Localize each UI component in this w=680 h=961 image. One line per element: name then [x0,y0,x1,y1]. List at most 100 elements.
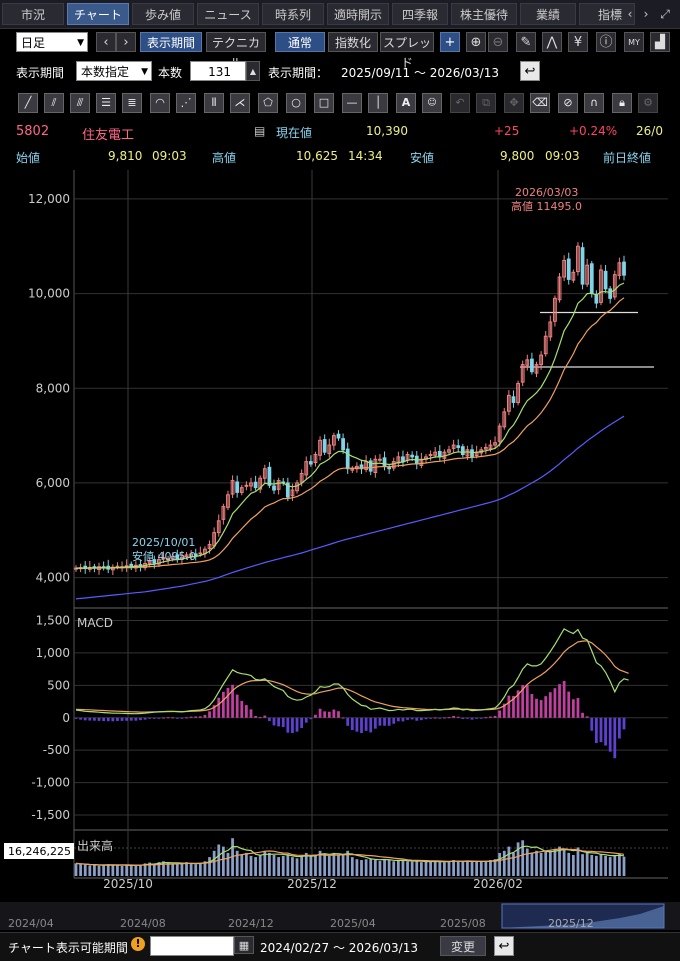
index-button[interactable]: 指数化 [328,32,378,52]
undo-tool-icon[interactable]: ↶ [450,93,470,113]
stock-chart[interactable]: 12,000 10,000 8,000 6,000 4,000 1,500 1,… [0,170,680,930]
zoom-in-icon[interactable]: ⊕ [466,32,486,52]
change-button[interactable]: 変更 [440,936,486,956]
chart-type-icon[interactable]: ▟ [650,32,670,52]
volume-bar [489,860,492,876]
overview-navigator[interactable]: 2024/04 2024/08 2024/12 2025/04 2025/08 … [0,902,680,930]
chevron-right-icon[interactable]: › [643,7,649,21]
overview-label: 2025/08 [440,917,486,930]
volume-bar [272,855,276,876]
spread-button[interactable]: スプレッド [380,32,434,70]
tab-tick[interactable]: 歩み値 [132,3,194,25]
macd-title: MACD [77,616,113,630]
expand-icon[interactable]: ⤢ [660,7,670,21]
gann-tool-icon[interactable]: ⋌ [230,93,250,113]
tab-news[interactable]: ニュース [197,3,259,25]
count-input[interactable]: 131 [190,61,246,81]
erase-all-tool-icon[interactable]: ⊘ [558,93,578,113]
tab-market[interactable]: 市況 [2,3,64,25]
macd-histogram-bar [378,717,382,726]
count-label: 本数 [158,66,183,80]
my-settings-icon[interactable]: MY [624,32,644,52]
volume-bar [97,865,101,876]
chevron-left-icon[interactable]: ‹ [96,32,116,52]
volume-bar [521,840,525,876]
volume-bar [410,861,414,876]
macd-histogram-bar [493,715,497,718]
macd-histogram-bar [571,699,575,718]
tab-timeseries[interactable]: 時系列 [262,3,324,25]
macd-histogram-bar [410,717,414,720]
tab-indicators[interactable]: 指標 [579,3,635,25]
magnet-tool-icon[interactable]: ∩ [584,93,604,113]
volume-bar [125,865,129,876]
technical-button[interactable]: テクニカル [206,32,266,70]
calendar-icon[interactable]: ▦ [234,936,254,954]
settings-tool-icon[interactable]: ⚙ [638,93,658,113]
macd-histogram-bar [304,717,308,723]
tab-benefits[interactable]: 株主優待 [451,3,517,25]
tab-shikiho[interactable]: 四季報 [392,3,448,25]
period-select[interactable]: 日足 ▼ [16,32,88,52]
channel-tool-icon[interactable]: ⫻ [70,93,90,113]
move-tool-icon[interactable]: ✥ [504,93,524,113]
macd-histogram-bar [111,717,115,722]
volume-bar [466,861,469,876]
hlines-tool-icon[interactable]: ☰ [96,93,116,113]
arc-tool-icon[interactable]: ◠ [150,93,170,113]
candle-body [332,435,336,446]
ray-tool-icon[interactable]: ⫽ [44,93,64,113]
crosshair-icon[interactable]: + [440,32,460,52]
x-axis-label: 2025/12 [287,877,337,891]
ma-short-line [75,282,625,569]
vlines-tool-icon[interactable]: ⦀ [204,93,224,113]
refresh-icon[interactable]: ↩ [494,936,514,956]
range-mode-select[interactable]: 本数指定 ▼ [76,61,152,81]
volume-bar [562,848,566,876]
macd-histogram-bar [447,717,451,719]
chevron-right-icon[interactable]: › [116,32,136,52]
normal-button[interactable]: 通常 [275,32,325,52]
volume-bar [581,854,584,876]
text-tool-icon[interactable]: A [396,93,416,113]
hline-tool-icon[interactable]: — [342,93,362,113]
copy-tool-icon[interactable]: ⧉ [476,93,496,113]
refresh-icon[interactable]: ↩ [520,61,540,81]
macd-histogram-bar [553,688,557,718]
candle-body [571,271,576,281]
chevron-left-icon[interactable]: ‹ [627,7,633,21]
lock-tool-icon[interactable]: 🔒︎ [612,93,632,113]
candle-body [322,439,327,453]
fan-tool-icon[interactable]: ⋰ [176,93,196,113]
tab-disclosure[interactable]: 適時開示 [327,3,389,25]
fib-tool-icon[interactable]: ≣ [122,93,142,113]
signal-icon[interactable]: ⋀ [542,32,562,52]
macd-histogram-bar [203,714,207,718]
yen-icon[interactable]: ¥ [568,32,588,52]
start-date-input[interactable] [150,936,234,956]
vline-tool-icon[interactable]: │ [368,93,388,113]
candle-body [318,439,322,456]
line-tool-icon[interactable]: ╱ [18,93,38,113]
pentagon-tool-icon[interactable]: ⬠ [258,93,278,113]
stamp-tool-icon[interactable]: ☺ [422,93,442,113]
pen-icon[interactable]: ✎ [516,32,536,52]
info-icon[interactable]: ⓘ [596,32,616,52]
display-period-button[interactable]: 表示期間 [140,32,202,52]
zoom-out-icon[interactable]: ⊖ [488,32,508,52]
eraser-tool-icon[interactable]: ⌫ [530,93,550,113]
circle-tool-icon[interactable]: ○ [286,93,306,113]
stepper-up-icon[interactable]: ▲ [246,61,260,81]
candle-body [576,245,580,273]
macd-histogram-bar [594,717,598,744]
volume-bar [171,863,175,876]
rect-tool-icon[interactable]: □ [314,93,334,113]
candle-body [401,456,405,463]
volume-bar [516,842,520,876]
volume-bar [590,855,594,876]
volume-bar [369,858,373,876]
tab-chart[interactable]: チャート [67,3,129,25]
candle-body [345,448,350,470]
macd-histogram-bar [235,694,239,718]
tab-earnings[interactable]: 業績 [520,3,576,25]
